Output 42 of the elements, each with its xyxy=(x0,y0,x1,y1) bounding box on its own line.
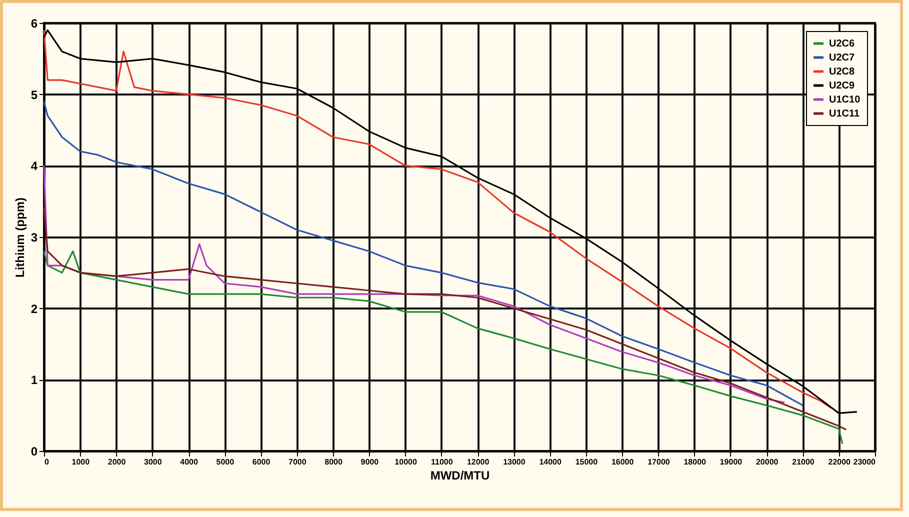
x-tick-label: 1000 xyxy=(72,458,90,466)
y-tick-label: 4 xyxy=(30,159,38,174)
x-tick-label: 19000 xyxy=(720,458,743,466)
x-tick-label: 18000 xyxy=(684,458,707,466)
x-tick-label: 5000 xyxy=(216,458,235,466)
x-tick-label: 16000 xyxy=(611,458,634,466)
y-tick-label: 2 xyxy=(30,302,38,316)
line-series xyxy=(43,164,786,404)
legend-label: U2C8 xyxy=(829,66,856,78)
legend-label: U1C10 xyxy=(829,94,861,106)
x-tick-label: 2000 xyxy=(108,458,126,466)
x-tick-label: 6000 xyxy=(252,458,271,466)
y-tick-label: 6 xyxy=(30,16,38,30)
line-series xyxy=(43,100,804,406)
legend-label: U2C9 xyxy=(829,80,856,92)
line-series xyxy=(43,250,844,445)
x-tick-label: 3000 xyxy=(144,458,162,466)
legend-label: U2C7 xyxy=(829,52,856,64)
x-tick-label: 0 xyxy=(44,458,50,466)
legend-label: U2C6 xyxy=(829,38,856,50)
x-tick-label: 21000 xyxy=(792,458,815,466)
x-tick-label: 14000 xyxy=(539,458,562,466)
x-tick-label: 15000 xyxy=(575,458,598,466)
x-tick-label: 12000 xyxy=(466,458,490,466)
y-axis-title: Lithium (ppm) xyxy=(12,198,27,278)
y-tick-label: 5 xyxy=(30,88,38,102)
y-tick-label: 3 xyxy=(30,230,38,244)
x-tick-label: 8000 xyxy=(324,458,343,466)
legend-label: U1C11 xyxy=(829,108,860,120)
x-tick-label: 7000 xyxy=(288,458,307,466)
x-tick-label: 20000 xyxy=(756,458,779,466)
x-tick-label: 13000 xyxy=(503,458,526,466)
x-axis-title: MWD/MTU xyxy=(430,468,490,482)
y-tick-label: 1 xyxy=(30,373,38,388)
x-tick-label: 11000 xyxy=(431,458,454,466)
x-tick-label: 17000 xyxy=(648,458,670,466)
x-tick-label: 9000 xyxy=(360,458,380,466)
x-tick-label: 4000 xyxy=(180,458,198,466)
x-tick-label: 10000 xyxy=(394,458,418,466)
x-tick-label: 22000 xyxy=(828,458,852,466)
x-tick-label: 23000 xyxy=(853,458,876,466)
line-series xyxy=(43,208,847,430)
